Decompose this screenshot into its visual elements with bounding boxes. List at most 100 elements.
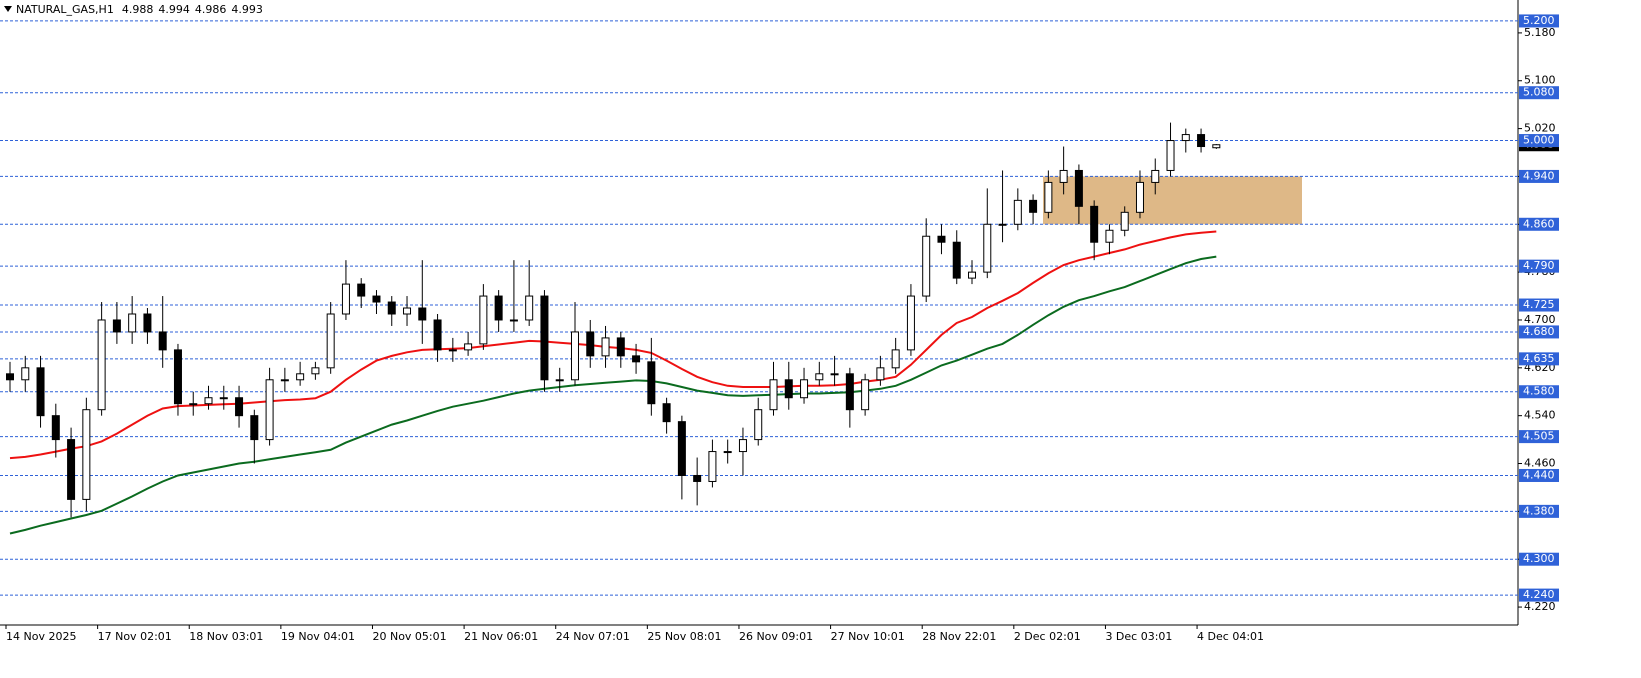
- candle-body: [830, 373, 839, 376]
- x-tick-label: 21 Nov 06:01: [464, 630, 538, 643]
- candle-body: [1044, 181, 1053, 213]
- candle-body: [479, 295, 488, 345]
- candle-body: [265, 379, 274, 441]
- header-low: 4.986: [195, 3, 227, 16]
- level-label: 4.580: [1523, 385, 1555, 398]
- level-label-box: [1519, 552, 1559, 566]
- candle-body: [601, 337, 610, 357]
- candle-body: [876, 367, 885, 381]
- candle-body: [998, 223, 1007, 226]
- candle-body: [540, 295, 549, 381]
- header-high: 4.994: [158, 3, 190, 16]
- level-label: 4.440: [1523, 468, 1555, 481]
- candle-body: [1074, 169, 1083, 207]
- y-tick-label: 4.540: [1524, 409, 1556, 422]
- menu-arrow[interactable]: [4, 6, 12, 12]
- level-label: 4.725: [1523, 298, 1555, 311]
- candle-body: [128, 313, 137, 333]
- candle-body: [952, 241, 961, 279]
- candle-body: [280, 379, 289, 382]
- candle-body: [1212, 144, 1221, 149]
- candle-body: [677, 421, 686, 476]
- level-label: 4.505: [1523, 430, 1555, 443]
- candle-body: [296, 373, 305, 381]
- candle-body: [204, 397, 213, 405]
- candle-body: [494, 295, 503, 321]
- y-tick-label: 4.700: [1524, 313, 1556, 326]
- level-label-box: [1519, 134, 1559, 148]
- x-tick-label: 2 Dec 02:01: [1014, 630, 1081, 643]
- level-label-box: [1519, 86, 1559, 100]
- level-label-box: [1519, 217, 1559, 231]
- candle-body: [754, 409, 763, 441]
- y-tick-label: 4.220: [1524, 600, 1556, 613]
- candle-body: [586, 331, 595, 357]
- level-label-box: [1519, 352, 1559, 366]
- level-label: 4.300: [1523, 552, 1555, 565]
- candle-body: [418, 307, 427, 321]
- x-tick-label: 26 Nov 09:01: [739, 630, 813, 643]
- candle-body: [341, 283, 350, 315]
- level-label: 5.000: [1523, 134, 1555, 147]
- candle-body: [250, 415, 259, 441]
- candle-body: [815, 373, 824, 381]
- level-label-box: [1519, 259, 1559, 273]
- x-tick-label: 18 Nov 03:01: [189, 630, 263, 643]
- level-label: 4.680: [1523, 325, 1555, 338]
- x-tick-label: 25 Nov 08:01: [647, 630, 721, 643]
- level-label-box: [1519, 325, 1559, 339]
- level-label: 4.940: [1523, 169, 1555, 182]
- candle-body: [861, 379, 870, 411]
- candle-body: [1135, 181, 1144, 213]
- candle-body: [326, 313, 335, 369]
- candle-body: [616, 337, 625, 357]
- level-label: 4.790: [1523, 259, 1555, 272]
- x-tick-label: 14 Nov 2025: [6, 630, 76, 643]
- candle-body: [51, 415, 60, 441]
- candle-body: [112, 319, 121, 333]
- x-tick-label: 3 Dec 03:01: [1105, 630, 1172, 643]
- candle-body: [67, 439, 76, 500]
- y-tick-label: 4.460: [1524, 457, 1556, 470]
- candle-body: [738, 439, 747, 453]
- candle-body: [525, 295, 534, 321]
- candle-body: [1181, 134, 1190, 142]
- candle-body: [219, 397, 228, 400]
- candle-body: [1151, 169, 1160, 183]
- candle-body: [36, 367, 45, 417]
- level-label-box: [1519, 385, 1559, 399]
- candle-body: [387, 301, 396, 315]
- x-tick-label: 28 Nov 22:01: [922, 630, 996, 643]
- candle-body: [693, 474, 702, 482]
- candle-body: [173, 349, 182, 405]
- x-tick-label: 4 Dec 04:01: [1197, 630, 1264, 643]
- level-label-box: [1519, 14, 1559, 28]
- level-label-box: [1519, 298, 1559, 312]
- candle-body: [433, 319, 442, 351]
- level-label: 4.240: [1523, 588, 1555, 601]
- candle-body: [647, 361, 656, 405]
- candle-body: [1197, 134, 1206, 148]
- candle-body: [555, 379, 564, 382]
- candle-body: [448, 349, 457, 352]
- candle-body: [570, 331, 579, 381]
- candle-body: [235, 397, 244, 417]
- candle-body: [784, 379, 793, 399]
- x-tick-label: 24 Nov 07:01: [556, 630, 630, 643]
- candle-body: [357, 283, 366, 297]
- supply-zone: [1043, 176, 1302, 225]
- candle-body: [1059, 169, 1068, 183]
- candle-body: [6, 373, 14, 381]
- candle-body: [97, 319, 106, 411]
- x-tick-label: 19 Nov 04:01: [281, 630, 355, 643]
- candle-body: [1166, 140, 1175, 171]
- chart-header: NATURAL_GAS,H1 4.988 4.994 4.986 4.993: [16, 3, 263, 16]
- candle-body: [891, 349, 900, 369]
- candle-body: [158, 331, 167, 351]
- candle-body: [1090, 205, 1099, 243]
- candle-body: [723, 451, 732, 454]
- candle-body: [1105, 229, 1114, 243]
- level-label: 4.860: [1523, 217, 1555, 230]
- candle-body: [1013, 199, 1022, 225]
